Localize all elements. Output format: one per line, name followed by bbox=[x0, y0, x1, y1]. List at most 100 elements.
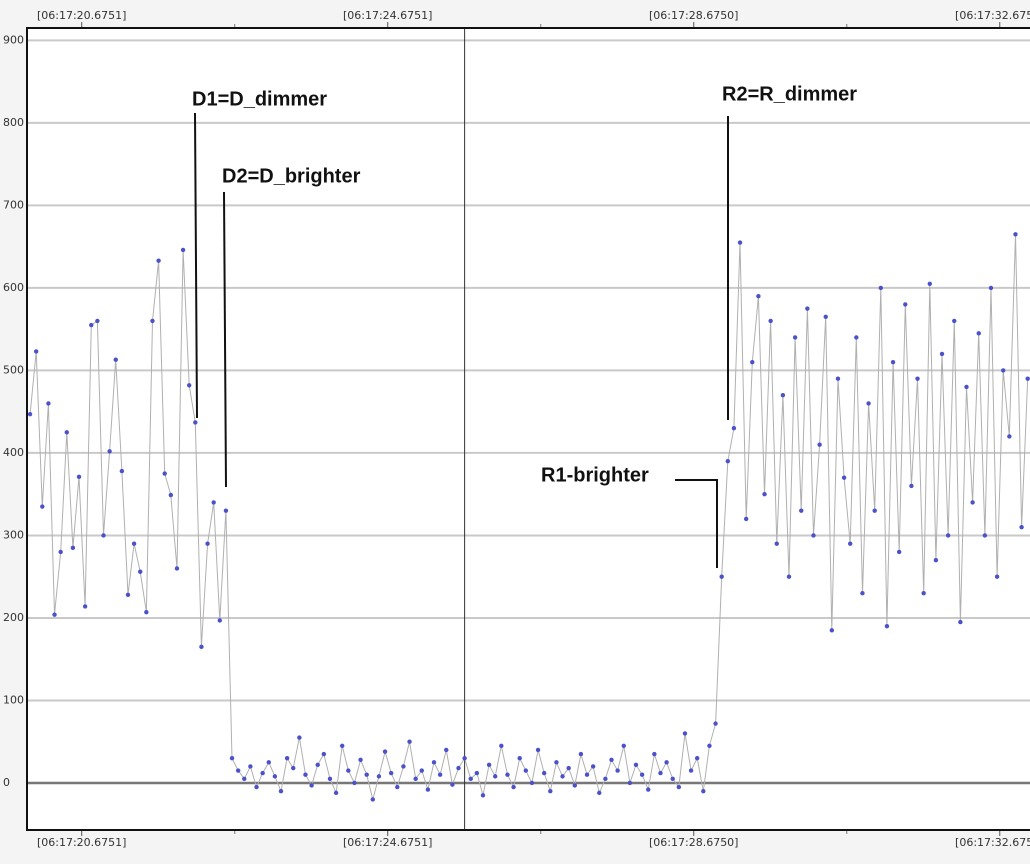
data-point bbox=[205, 541, 210, 546]
data-point bbox=[456, 765, 461, 771]
data-point bbox=[627, 780, 633, 786]
y-tick-label: 400 bbox=[3, 446, 24, 459]
x-tick-label: [06:17:24.6751] bbox=[343, 9, 432, 22]
data-point bbox=[652, 751, 657, 757]
x-tick-label: [06:17:20.6751] bbox=[37, 836, 126, 849]
data-point bbox=[346, 768, 351, 773]
plot-frame bbox=[26, 27, 1030, 831]
data-point bbox=[156, 258, 161, 263]
data-point bbox=[896, 549, 902, 555]
data-point bbox=[76, 474, 82, 480]
data-point bbox=[597, 790, 602, 796]
data-point bbox=[272, 774, 278, 779]
data-point bbox=[395, 784, 400, 790]
data-point bbox=[46, 401, 51, 406]
data-point bbox=[248, 764, 253, 769]
data-point bbox=[321, 751, 327, 757]
series-line bbox=[29, 234, 1029, 800]
data-point bbox=[841, 475, 847, 480]
data-point bbox=[340, 743, 345, 749]
data-point bbox=[554, 760, 559, 765]
data-point bbox=[780, 392, 786, 398]
data-point bbox=[713, 721, 718, 726]
data-point bbox=[284, 756, 290, 761]
data-point bbox=[89, 322, 94, 328]
data-point bbox=[719, 574, 724, 579]
data-point bbox=[823, 314, 828, 319]
data-point bbox=[566, 765, 571, 771]
data-point bbox=[480, 793, 486, 798]
data-point bbox=[462, 756, 467, 761]
data-point bbox=[474, 770, 480, 776]
data-point bbox=[303, 772, 308, 777]
data-point bbox=[866, 401, 871, 406]
data-point bbox=[584, 772, 590, 777]
data-point bbox=[297, 735, 302, 740]
y-tick-label: 600 bbox=[3, 281, 24, 294]
data-point bbox=[419, 768, 424, 773]
x-tick-label: [06:17:20.6751] bbox=[37, 9, 126, 22]
data-point bbox=[107, 449, 112, 454]
data-point bbox=[131, 541, 137, 546]
data-point bbox=[401, 764, 406, 769]
data-point bbox=[646, 787, 651, 792]
data-point bbox=[278, 789, 284, 794]
data-point bbox=[560, 774, 565, 779]
data-point bbox=[168, 492, 174, 498]
data-point bbox=[768, 318, 773, 324]
data-point bbox=[541, 770, 547, 776]
data-point bbox=[609, 757, 614, 763]
x-tick-label: [06:17:24.6751] bbox=[343, 836, 432, 849]
x-tick-label: [06:17:28.6750] bbox=[649, 9, 738, 22]
data-point bbox=[211, 500, 216, 505]
data-point bbox=[621, 743, 626, 749]
plot-area bbox=[27, 28, 1030, 830]
data-point bbox=[523, 768, 529, 773]
data-point bbox=[444, 747, 449, 753]
y-tick-label: 900 bbox=[3, 33, 24, 46]
data-point bbox=[1025, 376, 1030, 381]
data-point bbox=[199, 644, 204, 650]
data-point bbox=[95, 318, 100, 324]
data-point bbox=[382, 749, 388, 754]
data-point bbox=[590, 764, 596, 769]
data-point bbox=[921, 590, 926, 596]
annotation: R1-brighter bbox=[541, 464, 649, 486]
series bbox=[27, 232, 1030, 802]
data-point bbox=[694, 756, 700, 761]
data-point bbox=[52, 612, 57, 617]
data-point bbox=[101, 533, 106, 538]
data-point bbox=[150, 318, 155, 324]
data-point bbox=[517, 756, 522, 761]
annotation: D1=D_dimmer bbox=[192, 88, 327, 110]
y-tick-label: 100 bbox=[3, 693, 24, 706]
data-point bbox=[486, 762, 492, 768]
data-point bbox=[664, 760, 669, 765]
data-point bbox=[811, 533, 816, 538]
y-tick-label: 300 bbox=[3, 528, 24, 541]
data-point bbox=[670, 776, 675, 782]
data-point bbox=[315, 762, 320, 768]
data-point bbox=[633, 762, 639, 768]
data-point bbox=[994, 574, 1000, 579]
data-point bbox=[125, 592, 131, 598]
data-point bbox=[786, 574, 792, 579]
data-point bbox=[676, 784, 682, 790]
annotation: R2=R_dimmer bbox=[722, 83, 857, 105]
data-point bbox=[413, 776, 418, 782]
data-point bbox=[174, 566, 180, 571]
annotation: D2=D_brighter bbox=[222, 165, 361, 187]
data-point bbox=[572, 783, 577, 788]
data-point bbox=[799, 508, 804, 513]
data-point bbox=[327, 776, 333, 782]
data-point bbox=[982, 533, 988, 538]
data-point bbox=[927, 281, 932, 286]
data-point bbox=[1013, 232, 1018, 237]
data-point bbox=[468, 776, 473, 782]
data-point bbox=[884, 623, 890, 629]
data-point bbox=[119, 468, 125, 474]
data-point bbox=[817, 442, 822, 447]
annotation-line bbox=[194, 112, 198, 419]
data-point bbox=[529, 780, 535, 786]
